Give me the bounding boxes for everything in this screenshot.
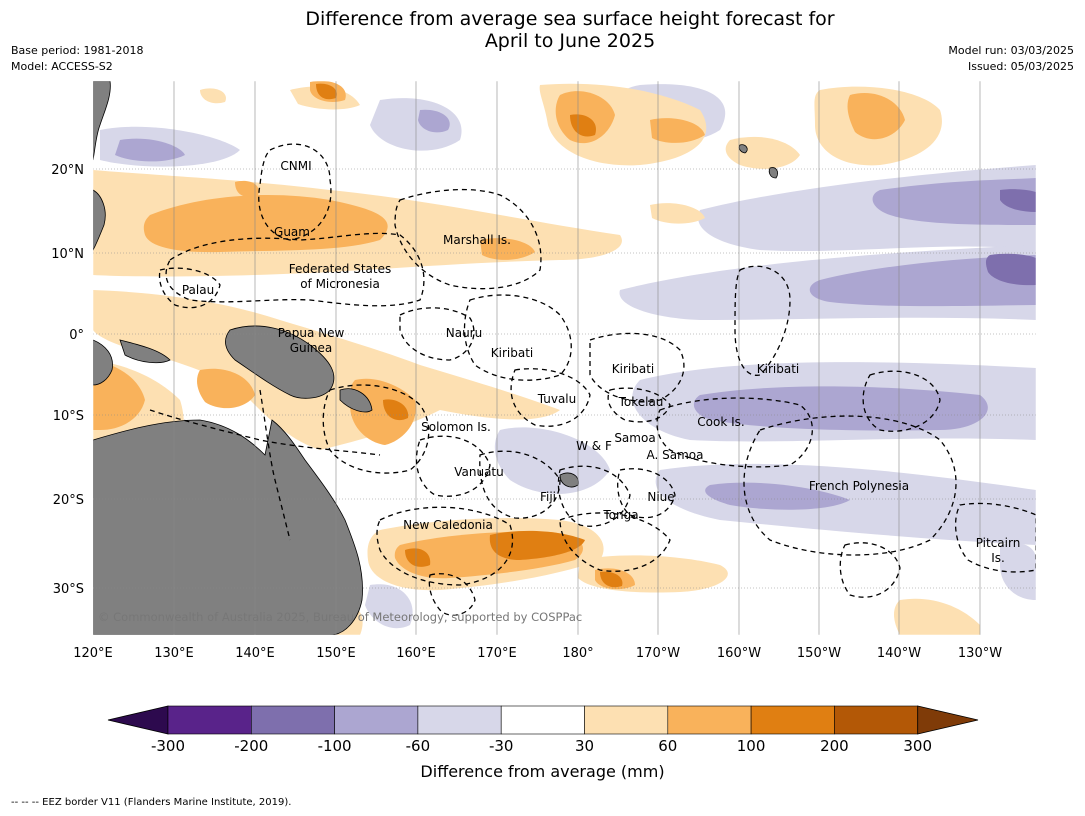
colorbar-segment: [167, 705, 252, 735]
eez-footnote: -- -- -- EEZ border V11 (Flanders Marine…: [11, 797, 292, 808]
region-label: Guinea: [290, 341, 333, 355]
region-label: Marshall Is.: [443, 233, 511, 247]
region-label: Fiji: [540, 490, 556, 504]
region-label: Samoa: [614, 431, 655, 445]
region-label: Cook Is.: [697, 415, 744, 429]
region-label: Guam: [274, 225, 310, 239]
region-label: Federated States: [289, 262, 391, 276]
anomaly-mid-purple: [115, 109, 1036, 510]
region-label: CNMI: [280, 159, 311, 173]
latitude-labels: 20°N 10°N 0° 10°S 20°S 30°S: [51, 163, 84, 597]
region-label: Niue: [647, 490, 674, 504]
lon-tick-label: 160°W: [717, 646, 761, 661]
map-frame: [92, 80, 1037, 636]
region-label: Vanuatu: [454, 465, 504, 479]
colorbar-tick-label: 60: [658, 737, 677, 755]
colorbar-tick-label: -60: [406, 737, 431, 755]
region-label: of Micronesia: [300, 277, 380, 291]
colorbar-tick-label: -30: [489, 737, 514, 755]
colorbar-tick-label: -300: [151, 737, 185, 755]
lat-tick-label: 30°S: [53, 582, 84, 597]
region-label: French Polynesia: [809, 479, 909, 493]
lat-tick-label: 10°S: [53, 409, 84, 424]
model-run: Model run: 03/03/2025: [948, 44, 1074, 57]
region-label: A. Samoa: [647, 448, 704, 462]
colorbar-segment: [584, 705, 669, 735]
region-label: New Caledonia: [403, 518, 493, 532]
colorbar-segment: [500, 705, 585, 735]
colorbar-tick-label: 100: [737, 737, 766, 755]
colorbar-segment: [251, 705, 335, 735]
lon-tick-label: 150°W: [797, 646, 841, 661]
colorbar-segment: [667, 705, 752, 735]
meta-right: Model run: 03/03/2025 Issued: 05/03/2025: [948, 43, 1074, 75]
region-label: Kiribati: [757, 362, 799, 376]
colorbar-extend-high: [917, 705, 979, 735]
colorbar: -300 -200 -100 -60 -30 30 60 100 200 300: [107, 705, 979, 755]
chart-title: Difference from average sea surface heig…: [0, 8, 1085, 52]
colorbar-tick-label: 300: [903, 737, 932, 755]
lon-tick-label: 160°E: [396, 646, 436, 661]
colorbar-segment: [750, 705, 835, 735]
base-period: Base period: 1981-2018: [11, 44, 144, 57]
eez-borders: [149, 143, 1036, 616]
model-name: Model: ACCESS-S2: [11, 60, 113, 73]
lat-tick-label: 0°: [69, 328, 84, 343]
region-label: Kiribati: [612, 362, 654, 376]
colorbar-tick-label: 200: [820, 737, 849, 755]
colorbar-segment: [334, 705, 419, 735]
colorbar-segment: [417, 705, 502, 735]
region-label: Papua New: [278, 326, 345, 340]
copyright-text: © Commonwealth of Australia 2025, Bureau…: [98, 610, 582, 624]
title-line-1: Difference from average sea surface heig…: [305, 8, 835, 30]
meta-left: Base period: 1981-2018 Model: ACCESS-S2: [11, 43, 143, 75]
anomaly-dark-purple: [985, 189, 1036, 286]
colorbar-extend-low: [107, 705, 169, 735]
issued-date: Issued: 05/03/2025: [967, 60, 1074, 73]
lat-tick-label: 10°N: [51, 247, 84, 262]
lon-tick-label: 180°: [562, 646, 593, 661]
region-label: Solomon Is.: [421, 420, 491, 434]
land: [93, 81, 778, 635]
lon-tick-label: 140°W: [877, 646, 921, 661]
colorbar-title: Difference from average (mm): [420, 762, 665, 781]
lon-tick-label: 140°E: [235, 646, 275, 661]
region-label: Nauru: [446, 326, 482, 340]
region-label: Tokelau: [618, 395, 664, 409]
lon-tick-label: 150°E: [316, 646, 356, 661]
lon-tick-label: 170°E: [477, 646, 517, 661]
region-label: Tuvalu: [537, 392, 577, 406]
lat-tick-label: 20°S: [53, 493, 84, 508]
lat-tick-label: 20°N: [51, 163, 84, 178]
region-label: Tonga: [602, 508, 638, 522]
colorbar-tick-label: -200: [234, 737, 268, 755]
colorbar-tick-label: -100: [318, 737, 352, 755]
colorbar-segment: [834, 705, 919, 735]
lon-tick-label: 130°W: [958, 646, 1002, 661]
longitude-labels: 120°E 130°E 140°E 150°E 160°E 170°E 180° 170°W 1…: [73, 646, 1002, 661]
lon-tick-label: 130°E: [154, 646, 194, 661]
lon-tick-label: 170°W: [636, 646, 680, 661]
region-label: Pitcairn: [976, 536, 1021, 550]
colorbar-tick-label: 30: [575, 737, 594, 755]
region-label: Palau: [182, 283, 214, 297]
title-line-2: April to June 2025: [484, 30, 656, 52]
anomaly-dark-orange: [316, 83, 623, 588]
region-label: Kiribati: [491, 346, 533, 360]
lon-tick-label: 120°E: [73, 646, 113, 661]
region-label: W & F: [576, 439, 612, 453]
region-label: Is.: [991, 551, 1005, 565]
